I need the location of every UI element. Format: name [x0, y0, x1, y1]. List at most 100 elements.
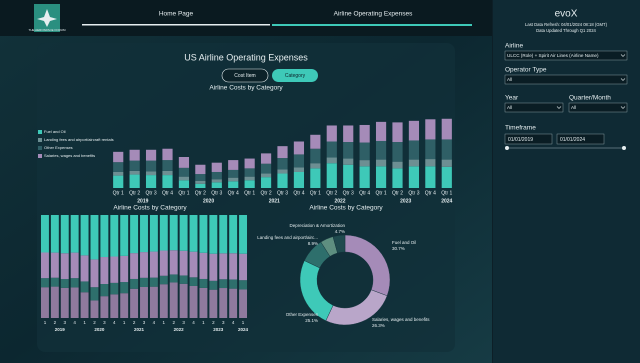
- x-tick-label: Qtr 3: [277, 190, 288, 196]
- bar-segment: [178, 157, 190, 168]
- bar-segment: [293, 171, 305, 188]
- toggle-label: Category: [285, 73, 306, 79]
- x-tick-label: Qtr 2: [261, 190, 272, 196]
- legend-swatch: [38, 130, 42, 134]
- data-through: Data Updated Through Q1 2024: [536, 28, 596, 33]
- slider-handle[interactable]: [505, 146, 509, 150]
- bar-segment: [145, 171, 157, 176]
- bar-segment: [209, 253, 218, 281]
- bar-segment: [60, 279, 69, 288]
- tab-underline: [82, 24, 270, 26]
- bar-segment: [392, 142, 403, 162]
- bar-segment: [277, 158, 288, 170]
- x-tick-label: Qtr 4: [162, 190, 173, 196]
- dropdown[interactable]: [504, 74, 628, 85]
- bar-segment: [359, 160, 370, 167]
- bar-segment: [140, 215, 148, 253]
- tab[interactable]: Home Page: [159, 11, 194, 18]
- bar-segment: [408, 159, 420, 167]
- x-tick-label: Qtr 1: [441, 190, 452, 196]
- legend-label: Fuel and Oil: [44, 129, 66, 134]
- slice-label: Salaries, wages and benefits: [372, 317, 430, 322]
- bar-segment: [178, 180, 190, 188]
- toggle-button[interactable]: [221, 68, 269, 83]
- logo-text: THE AEROSPACE FORUM: [29, 28, 66, 32]
- bar-segment: [179, 215, 188, 251]
- dropdown-value: All: [571, 105, 576, 110]
- dropdown-arrow: [556, 106, 562, 109]
- bar-segment: [441, 139, 452, 160]
- dropdown-value: All: [507, 77, 512, 82]
- bar-segment: [169, 274, 178, 283]
- date-input[interactable]: [504, 133, 553, 145]
- slice-value: 26.3%: [372, 323, 385, 328]
- bar-segment: [120, 293, 129, 318]
- bar-segment: [229, 288, 238, 318]
- bar-segment: [199, 287, 208, 318]
- x-tick-label: 4: [192, 320, 195, 325]
- bar-segment: [113, 175, 124, 188]
- x-tick-label: Qtr 1: [178, 190, 189, 196]
- filter-label: Quarter/Month: [569, 95, 611, 102]
- dropdown[interactable]: [504, 102, 564, 113]
- slice-value: 4.7%: [335, 229, 345, 234]
- bar-segment: [120, 215, 129, 256]
- bar-segment: [219, 253, 228, 280]
- bar-segment: [70, 287, 79, 318]
- x-tick-label: 4: [113, 320, 116, 325]
- bar-segment: [130, 215, 139, 254]
- bar-segment: [375, 121, 387, 141]
- dropdown[interactable]: [568, 102, 628, 113]
- filter-label: Year: [505, 95, 519, 102]
- date-input[interactable]: [556, 133, 605, 145]
- bar-segment: [228, 177, 239, 182]
- bar-segment: [90, 259, 99, 288]
- bar-segment: [359, 166, 370, 188]
- bar-segment: [162, 160, 173, 171]
- bar-segment: [70, 252, 79, 279]
- bar-segment: [100, 215, 109, 258]
- x-tick-label: 1: [44, 320, 47, 325]
- bar-segment: [408, 140, 420, 160]
- bar-segment: [178, 176, 190, 181]
- bar-segment: [130, 278, 139, 289]
- toggle-button[interactable]: [272, 69, 318, 82]
- x-tick-label: 1: [163, 320, 166, 325]
- bar-segment: [229, 279, 238, 289]
- bar-segment: [392, 168, 403, 188]
- bar-segment: [50, 215, 59, 253]
- bar-segment: [229, 253, 238, 280]
- legend-swatch: [38, 154, 42, 158]
- bar-segment: [149, 277, 158, 287]
- slice-value: 30.7%: [392, 246, 405, 251]
- year-label: 2021: [269, 198, 280, 204]
- bar-segment: [70, 278, 79, 288]
- bar-segment: [239, 215, 248, 254]
- bar-segment: [100, 296, 109, 318]
- refresh-info: Last Data Refresh: 04/01/2024 08:18 (GMT…: [525, 22, 608, 27]
- tab[interactable]: Airline Operating Expenses: [334, 11, 414, 18]
- x-tick-label: 2: [212, 320, 215, 325]
- slider-handle[interactable]: [622, 146, 626, 150]
- bar-segment: [277, 146, 288, 159]
- bar-segment: [129, 170, 140, 175]
- bar-segment: [40, 252, 49, 279]
- bar-segment: [228, 160, 239, 170]
- bar-segment: [70, 215, 79, 253]
- legend-label: Other Expenses: [44, 145, 73, 150]
- bar-segment: [50, 252, 59, 278]
- x-tick-label: Qtr 3: [343, 190, 354, 196]
- slice-value: 25.1%: [305, 318, 318, 323]
- bar-segment: [145, 149, 157, 161]
- x-tick-label: Qtr 3: [211, 190, 222, 196]
- dropdown[interactable]: [504, 50, 628, 61]
- bar-segment: [80, 292, 89, 318]
- bar-segment: [425, 139, 436, 160]
- logo-icon: [37, 9, 57, 27]
- x-tick-label: 1: [123, 320, 126, 325]
- slice-label: Depreciation & Amortization: [289, 223, 345, 228]
- x-tick-label: Qtr 4: [425, 190, 436, 196]
- bar-segment: [228, 181, 239, 188]
- chart-title: Airline Costs by Category: [309, 205, 383, 212]
